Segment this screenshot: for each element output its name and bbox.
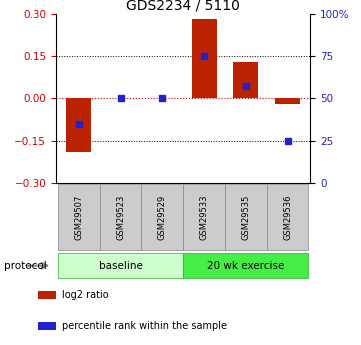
Bar: [183, 184, 225, 250]
Bar: [38, 291, 56, 299]
Bar: [142, 184, 183, 250]
Bar: [58, 184, 100, 250]
Text: GSM29523: GSM29523: [116, 195, 125, 240]
Text: GSM29535: GSM29535: [241, 195, 250, 240]
Title: GDS2234 / 5110: GDS2234 / 5110: [126, 0, 240, 13]
Bar: [267, 184, 308, 250]
Text: protocol: protocol: [4, 261, 46, 270]
Text: baseline: baseline: [99, 261, 143, 270]
Bar: [192, 19, 217, 98]
Text: 20 wk exercise: 20 wk exercise: [207, 261, 284, 270]
Text: log2 ratio: log2 ratio: [62, 290, 109, 300]
Text: percentile rank within the sample: percentile rank within the sample: [62, 321, 227, 331]
Bar: [58, 253, 183, 278]
Text: GSM29529: GSM29529: [158, 195, 167, 240]
Bar: [275, 98, 300, 104]
Text: GSM29507: GSM29507: [74, 195, 83, 240]
Bar: [225, 184, 267, 250]
Bar: [66, 98, 91, 152]
Bar: [38, 322, 56, 330]
Bar: [183, 253, 308, 278]
Bar: [233, 62, 258, 98]
Bar: [100, 184, 142, 250]
Text: GSM29533: GSM29533: [200, 195, 209, 240]
Text: GSM29536: GSM29536: [283, 195, 292, 240]
